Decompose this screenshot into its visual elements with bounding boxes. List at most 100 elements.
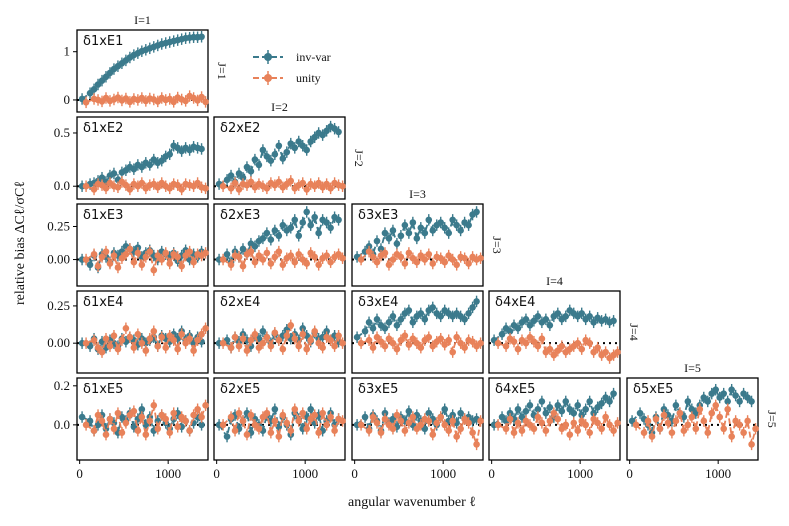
data-point-unity (263, 333, 271, 341)
data-point-unity (162, 249, 170, 257)
data-point-unity (186, 248, 193, 255)
panel-frame (213, 203, 346, 287)
y-tick-label: 0.00 (47, 335, 70, 350)
data-point-unity (510, 429, 518, 436)
data-point-unity (303, 186, 311, 193)
data-point-unity (174, 181, 181, 189)
data-point-unity (287, 252, 295, 259)
data-point-unity (130, 344, 138, 351)
data-point-invvar (295, 138, 303, 145)
data-point-invvar (660, 405, 668, 413)
data-point-unity (303, 345, 311, 353)
panel-frame (76, 377, 209, 461)
data-point-unity (413, 339, 421, 347)
data-point-unity (369, 344, 377, 351)
data-point-unity (522, 339, 530, 347)
data-point-unity (692, 425, 700, 433)
data-point-invvar (287, 140, 295, 147)
data-point-unity (247, 411, 255, 419)
data-point-unity (728, 433, 735, 440)
data-point-unity (166, 332, 174, 340)
data-point-unity (243, 347, 251, 354)
data-point-invvar (311, 133, 318, 141)
x-tick-label: 1000 (430, 466, 456, 481)
data-point-unity (441, 421, 449, 429)
data-point-unity (170, 409, 178, 417)
data-point-unity (409, 335, 417, 343)
data-point-invvar (307, 405, 314, 413)
data-point-invvar (235, 170, 243, 177)
data-point-unity (231, 427, 239, 435)
data-point-unity (166, 185, 174, 192)
data-point-unity (255, 425, 263, 433)
data-point-invvar (526, 321, 534, 329)
data-point-unity (82, 256, 90, 263)
panel-label: δ2xE3 (220, 208, 260, 223)
panel-15: δ1xE5 0.0 0.2 0 1000 (54, 377, 209, 481)
data-point-invvar (86, 261, 94, 269)
data-point-invvar (385, 319, 393, 326)
data-point-unity (303, 260, 311, 267)
data-point-unity (335, 332, 342, 340)
data-point-unity (106, 415, 114, 423)
data-point-unity (219, 339, 227, 347)
data-point-invvar (319, 131, 326, 139)
data-point-unity (142, 347, 150, 354)
row-title: J=2 (352, 149, 366, 166)
data-point-unity (231, 179, 239, 187)
data-point-invvar (606, 398, 613, 405)
data-point-invvar (397, 316, 405, 323)
data-point-unity (393, 411, 401, 419)
data-point-invvar (373, 316, 381, 323)
y-tick-label: 0.5 (54, 125, 70, 140)
panel-label: δ4xE4 (495, 295, 535, 310)
panel-label: δ5xE5 (633, 382, 673, 397)
data-point-invvar (303, 146, 311, 154)
data-point-unity (586, 339, 593, 347)
row-title: J=4 (627, 323, 641, 340)
data-point-unity (315, 339, 322, 347)
data-point-invvar (146, 161, 154, 169)
data-point-unity (166, 260, 174, 267)
data-point-unity (299, 409, 307, 417)
panel-11: δ1xE1 0 1 I=1 J=1 (64, 13, 229, 113)
data-point-unity (126, 245, 134, 253)
y-tick-label: 0.25 (47, 218, 70, 233)
data-point-unity (323, 180, 330, 188)
panel-13: δ1xE3 0.00 0.25 (47, 203, 209, 287)
data-point-unity (365, 336, 373, 344)
panel-label: δ1xE5 (83, 382, 123, 397)
data-point-unity (421, 256, 429, 263)
data-point-invvar (263, 229, 271, 237)
data-point-invvar (554, 402, 562, 409)
data-point-invvar (469, 304, 476, 311)
data-point-unity (610, 427, 617, 435)
data-point-unity (449, 256, 456, 263)
data-point-unity (146, 248, 154, 255)
data-point-unity (385, 261, 393, 269)
data-point-unity (142, 431, 150, 438)
data-point-invvar (445, 229, 452, 237)
legend-label-invvar: inv-var (296, 50, 331, 64)
data-point-invvar (473, 298, 480, 305)
data-point-unity (122, 181, 130, 189)
data-point-unity (752, 425, 759, 433)
y-tick-label: 1 (64, 44, 71, 59)
data-point-unity (106, 342, 114, 350)
data-point-invvar (405, 407, 413, 415)
data-point-unity (170, 98, 178, 106)
data-point-invvar (311, 213, 318, 221)
data-point-unity (182, 97, 189, 105)
data-point-invvar (90, 86, 98, 93)
data-point-invvar (323, 219, 330, 226)
data-point-unity (514, 345, 522, 353)
panel-frame (213, 290, 346, 374)
data-point-invvar (574, 402, 582, 409)
data-point-unity (162, 415, 170, 423)
data-point-invvar (283, 148, 291, 156)
data-point-unity (235, 342, 243, 350)
data-point-unity (457, 339, 464, 347)
data-point-unity (291, 405, 299, 413)
data-point-invvar (239, 174, 247, 182)
data-point-unity (202, 98, 209, 106)
